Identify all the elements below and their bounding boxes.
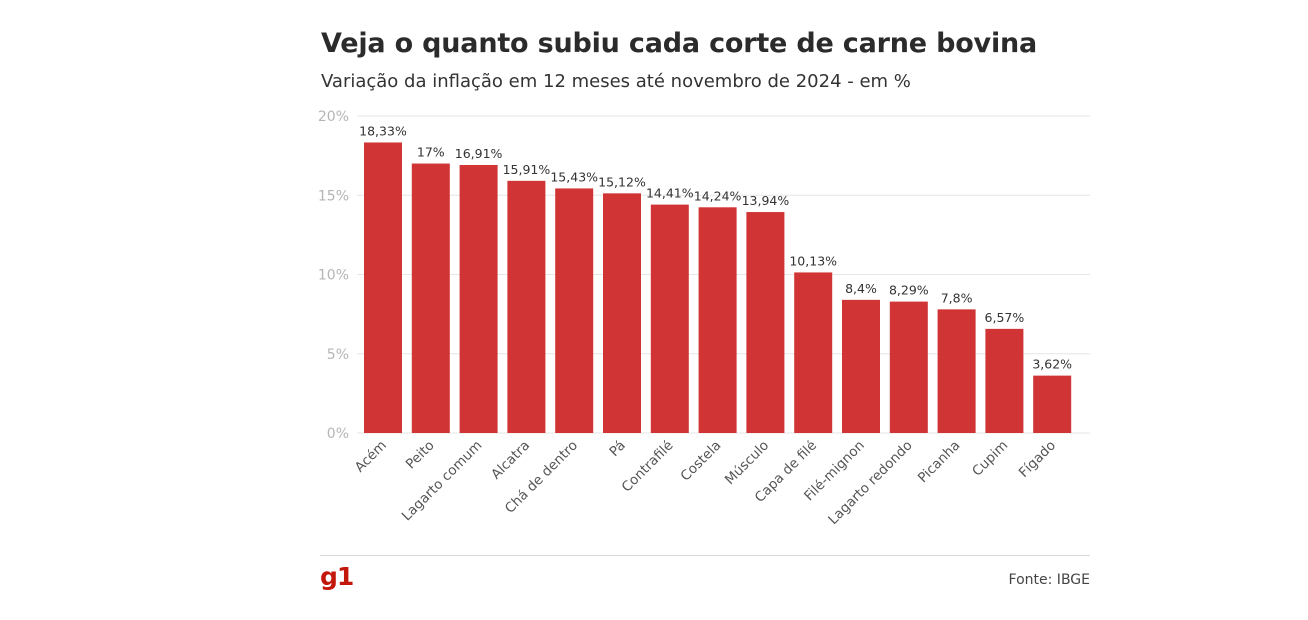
x-tick-label: Pá xyxy=(606,438,628,460)
x-tick-label: Alcatra xyxy=(488,438,533,483)
x-tick-label: Acém xyxy=(352,438,390,476)
x-tick-label: Cupim xyxy=(969,438,1011,480)
value-label: 14,41% xyxy=(646,186,694,201)
bar xyxy=(842,299,880,433)
y-tick-label: 20% xyxy=(318,109,349,125)
y-tick-label: 5% xyxy=(327,347,349,363)
bar xyxy=(746,212,785,433)
y-tick-label: 10% xyxy=(318,268,349,284)
value-label: 10,13% xyxy=(789,253,837,268)
x-tick-label: Picanha xyxy=(915,438,964,487)
y-axis-ticks: 0% 5% 10% 15% 20% xyxy=(318,109,349,442)
bar xyxy=(794,272,833,433)
value-labels: 18,33%17% 16,91%15,91%15,43% 15,12%14,41% 1… xyxy=(359,123,1072,371)
value-label: 18,33% xyxy=(359,123,407,138)
value-label: 14,24% xyxy=(694,188,742,203)
bar xyxy=(364,142,402,434)
x-tick-label: Lagarto redondo xyxy=(825,438,915,528)
value-label: 16,91% xyxy=(455,146,503,161)
bar xyxy=(889,301,928,433)
g1-logo: g1 xyxy=(320,562,354,591)
y-tick-label: 0% xyxy=(327,426,349,442)
value-label: 6,57% xyxy=(985,310,1025,325)
value-label: 15,43% xyxy=(550,169,598,184)
chart-subtitle: Variação da inflação em 12 meses até nov… xyxy=(321,71,911,92)
bar xyxy=(937,309,976,433)
footer-divider xyxy=(320,555,1090,556)
x-tick-label: Peito xyxy=(403,438,438,473)
bar xyxy=(411,163,450,434)
bar xyxy=(603,193,641,433)
value-label: 17% xyxy=(417,145,445,160)
value-label: 3,62% xyxy=(1032,357,1072,372)
x-tick-label: Fígado xyxy=(1016,438,1059,481)
bar xyxy=(650,204,689,433)
value-label: 8,29% xyxy=(889,283,929,298)
y-tick-label: 15% xyxy=(318,188,349,204)
bar xyxy=(985,328,1024,433)
bar xyxy=(507,180,546,433)
value-label: 15,12% xyxy=(598,174,646,189)
value-label: 7,8% xyxy=(941,290,973,305)
source-note: Fonte: IBGE xyxy=(1008,572,1090,588)
value-label: 8,4% xyxy=(845,281,877,296)
bar xyxy=(555,188,594,433)
x-tick-label: Contrafilé xyxy=(619,438,677,496)
bar xyxy=(1033,375,1072,433)
bar xyxy=(698,207,737,433)
value-label: 15,91% xyxy=(503,162,551,177)
chart-title: Veja o quanto subiu cada corte de carne … xyxy=(321,28,1038,59)
x-tick-label: Lagarto comum xyxy=(399,438,486,525)
x-tick-label: Costela xyxy=(678,438,725,485)
bar xyxy=(459,164,498,433)
value-label: 13,94% xyxy=(742,193,790,208)
bars xyxy=(364,142,1072,434)
